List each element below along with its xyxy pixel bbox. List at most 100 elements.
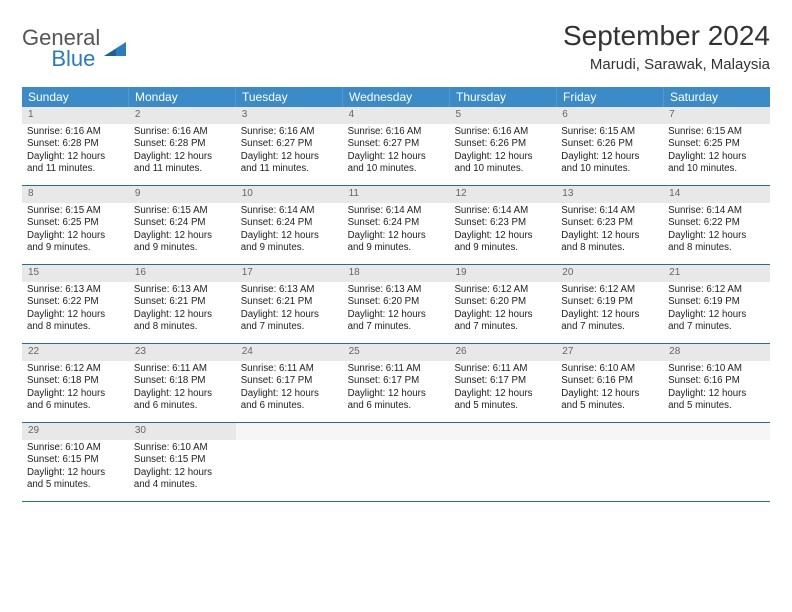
calendar-day: 18Sunrise: 6:13 AMSunset: 6:20 PMDayligh…	[343, 265, 450, 343]
sunset: Sunset: 6:18 PM	[134, 375, 231, 387]
daylight1: Daylight: 12 hours	[454, 151, 551, 163]
day-body: Sunrise: 6:12 AMSunset: 6:20 PMDaylight:…	[449, 284, 556, 334]
day-body: Sunrise: 6:15 AMSunset: 6:25 PMDaylight:…	[663, 126, 770, 176]
month-title: September 2024	[563, 20, 770, 52]
calendar-day: 13Sunrise: 6:14 AMSunset: 6:23 PMDayligh…	[556, 186, 663, 264]
day-number	[236, 423, 343, 440]
daylight1: Daylight: 12 hours	[561, 388, 658, 400]
sunset: Sunset: 6:27 PM	[348, 138, 445, 150]
daylight2: and 4 minutes.	[134, 479, 231, 491]
sunrise: Sunrise: 6:14 AM	[241, 205, 338, 217]
day-number: 22	[22, 344, 129, 361]
daylight1: Daylight: 12 hours	[561, 151, 658, 163]
daylight2: and 8 minutes.	[27, 321, 124, 333]
calendar-day: 27Sunrise: 6:10 AMSunset: 6:16 PMDayligh…	[556, 344, 663, 422]
day-body: Sunrise: 6:16 AMSunset: 6:28 PMDaylight:…	[22, 126, 129, 176]
daylight1: Daylight: 12 hours	[241, 230, 338, 242]
day-body: Sunrise: 6:16 AMSunset: 6:27 PMDaylight:…	[236, 126, 343, 176]
header: General GeBlue September 2024 Marudi, Sa…	[22, 20, 770, 73]
daylight1: Daylight: 12 hours	[454, 309, 551, 321]
weekday-header: Friday	[557, 87, 664, 107]
day-body: Sunrise: 6:10 AMSunset: 6:16 PMDaylight:…	[663, 363, 770, 413]
sunrise: Sunrise: 6:13 AM	[134, 284, 231, 296]
day-number: 20	[556, 265, 663, 282]
daylight2: and 7 minutes.	[241, 321, 338, 333]
day-body: Sunrise: 6:14 AMSunset: 6:23 PMDaylight:…	[449, 205, 556, 255]
calendar-week: 15Sunrise: 6:13 AMSunset: 6:22 PMDayligh…	[22, 265, 770, 344]
weekday-header: Thursday	[450, 87, 557, 107]
sunrise: Sunrise: 6:16 AM	[241, 126, 338, 138]
daylight2: and 9 minutes.	[134, 242, 231, 254]
sunrise: Sunrise: 6:10 AM	[668, 363, 765, 375]
daylight1: Daylight: 12 hours	[561, 230, 658, 242]
sunrise: Sunrise: 6:15 AM	[668, 126, 765, 138]
day-body: Sunrise: 6:11 AMSunset: 6:18 PMDaylight:…	[129, 363, 236, 413]
sunset: Sunset: 6:17 PM	[241, 375, 338, 387]
day-number: 9	[129, 186, 236, 203]
sail-icon	[102, 38, 132, 60]
day-number	[449, 423, 556, 440]
daylight2: and 11 minutes.	[241, 163, 338, 175]
daylight1: Daylight: 12 hours	[134, 309, 231, 321]
weekday-header: Sunday	[22, 87, 129, 107]
sunset: Sunset: 6:20 PM	[454, 296, 551, 308]
daylight1: Daylight: 12 hours	[134, 151, 231, 163]
sunset: Sunset: 6:24 PM	[241, 217, 338, 229]
sunset: Sunset: 6:24 PM	[134, 217, 231, 229]
weekday-header: Saturday	[664, 87, 770, 107]
day-body: Sunrise: 6:16 AMSunset: 6:28 PMDaylight:…	[129, 126, 236, 176]
daylight1: Daylight: 12 hours	[241, 151, 338, 163]
sunrise: Sunrise: 6:14 AM	[454, 205, 551, 217]
daylight2: and 9 minutes.	[454, 242, 551, 254]
sunset: Sunset: 6:28 PM	[134, 138, 231, 150]
calendar-day: 22 Sunrise: 6:12 AMSunset: 6:18 PMDayligh…	[22, 344, 129, 422]
day-body: Sunrise: 6:12 AMSunset: 6:18 PMDaylight:…	[22, 363, 129, 413]
day-number: 10	[236, 186, 343, 203]
sunrise: Sunrise: 6:12 AM	[27, 363, 124, 375]
day-body: Sunrise: 6:13 AMSunset: 6:20 PMDaylight:…	[343, 284, 450, 334]
calendar-day: 29Sunrise: 6:10 AMSunset: 6:15 PMDayligh…	[22, 423, 129, 501]
sunset: Sunset: 6:19 PM	[668, 296, 765, 308]
day-number: 8	[22, 186, 129, 203]
sunrise: Sunrise: 6:12 AM	[454, 284, 551, 296]
calendar-day: 16 Sunrise: 6:13 AMSunset: 6:21 PMDayligh…	[129, 265, 236, 343]
day-number: 19	[449, 265, 556, 282]
calendar-day: 2Sunrise: 6:16 AMSunset: 6:28 PMDaylight…	[129, 107, 236, 185]
daylight1: Daylight: 12 hours	[134, 467, 231, 479]
sunrise: Sunrise: 6:16 AM	[454, 126, 551, 138]
sunrise: Sunrise: 6:10 AM	[561, 363, 658, 375]
sunset: Sunset: 6:15 PM	[27, 454, 124, 466]
daylight1: Daylight: 12 hours	[27, 388, 124, 400]
sunrise: Sunrise: 6:15 AM	[134, 205, 231, 217]
calendar-day: 14Sunrise: 6:14 AMSunset: 6:22 PMDayligh…	[663, 186, 770, 264]
logo-text: General GeBlue	[22, 28, 100, 70]
daylight2: and 11 minutes.	[134, 163, 231, 175]
daylight1: Daylight: 12 hours	[454, 230, 551, 242]
calendar-day: 19 Sunrise: 6:12 AMSunset: 6:20 PMDayligh…	[449, 265, 556, 343]
day-number: 16	[129, 265, 236, 282]
sunrise: Sunrise: 6:15 AM	[27, 205, 124, 217]
day-body: Sunrise: 6:13 AMSunset: 6:22 PMDaylight:…	[22, 284, 129, 334]
daylight2: and 6 minutes.	[27, 400, 124, 412]
sunset: Sunset: 6:19 PM	[561, 296, 658, 308]
sunset: Sunset: 6:27 PM	[241, 138, 338, 150]
day-body: Sunrise: 6:15 AMSunset: 6:24 PMDaylight:…	[129, 205, 236, 255]
daylight2: and 5 minutes.	[668, 400, 765, 412]
day-number: 21	[663, 265, 770, 282]
calendar-week: 29Sunrise: 6:10 AMSunset: 6:15 PMDayligh…	[22, 423, 770, 502]
day-number: 17	[236, 265, 343, 282]
day-body: Sunrise: 6:10 AMSunset: 6:16 PMDaylight:…	[556, 363, 663, 413]
sunrise: Sunrise: 6:12 AM	[668, 284, 765, 296]
calendar-day: 26Sunrise: 6:11 AMSunset: 6:17 PMDayligh…	[449, 344, 556, 422]
daylight1: Daylight: 12 hours	[348, 388, 445, 400]
day-number: 4	[343, 107, 450, 124]
day-number: 25	[343, 344, 450, 361]
day-body: Sunrise: 6:13 AMSunset: 6:21 PMDaylight:…	[129, 284, 236, 334]
calendar-day: 11Sunrise: 6:14 AMSunset: 6:24 PMDayligh…	[343, 186, 450, 264]
daylight2: and 6 minutes.	[348, 400, 445, 412]
sunrise: Sunrise: 6:14 AM	[561, 205, 658, 217]
calendar-day: 3Sunrise: 6:16 AMSunset: 6:27 PMDaylight…	[236, 107, 343, 185]
daylight2: and 8 minutes.	[668, 242, 765, 254]
daylight1: Daylight: 12 hours	[668, 309, 765, 321]
day-body: Sunrise: 6:15 AMSunset: 6:25 PMDaylight:…	[22, 205, 129, 255]
